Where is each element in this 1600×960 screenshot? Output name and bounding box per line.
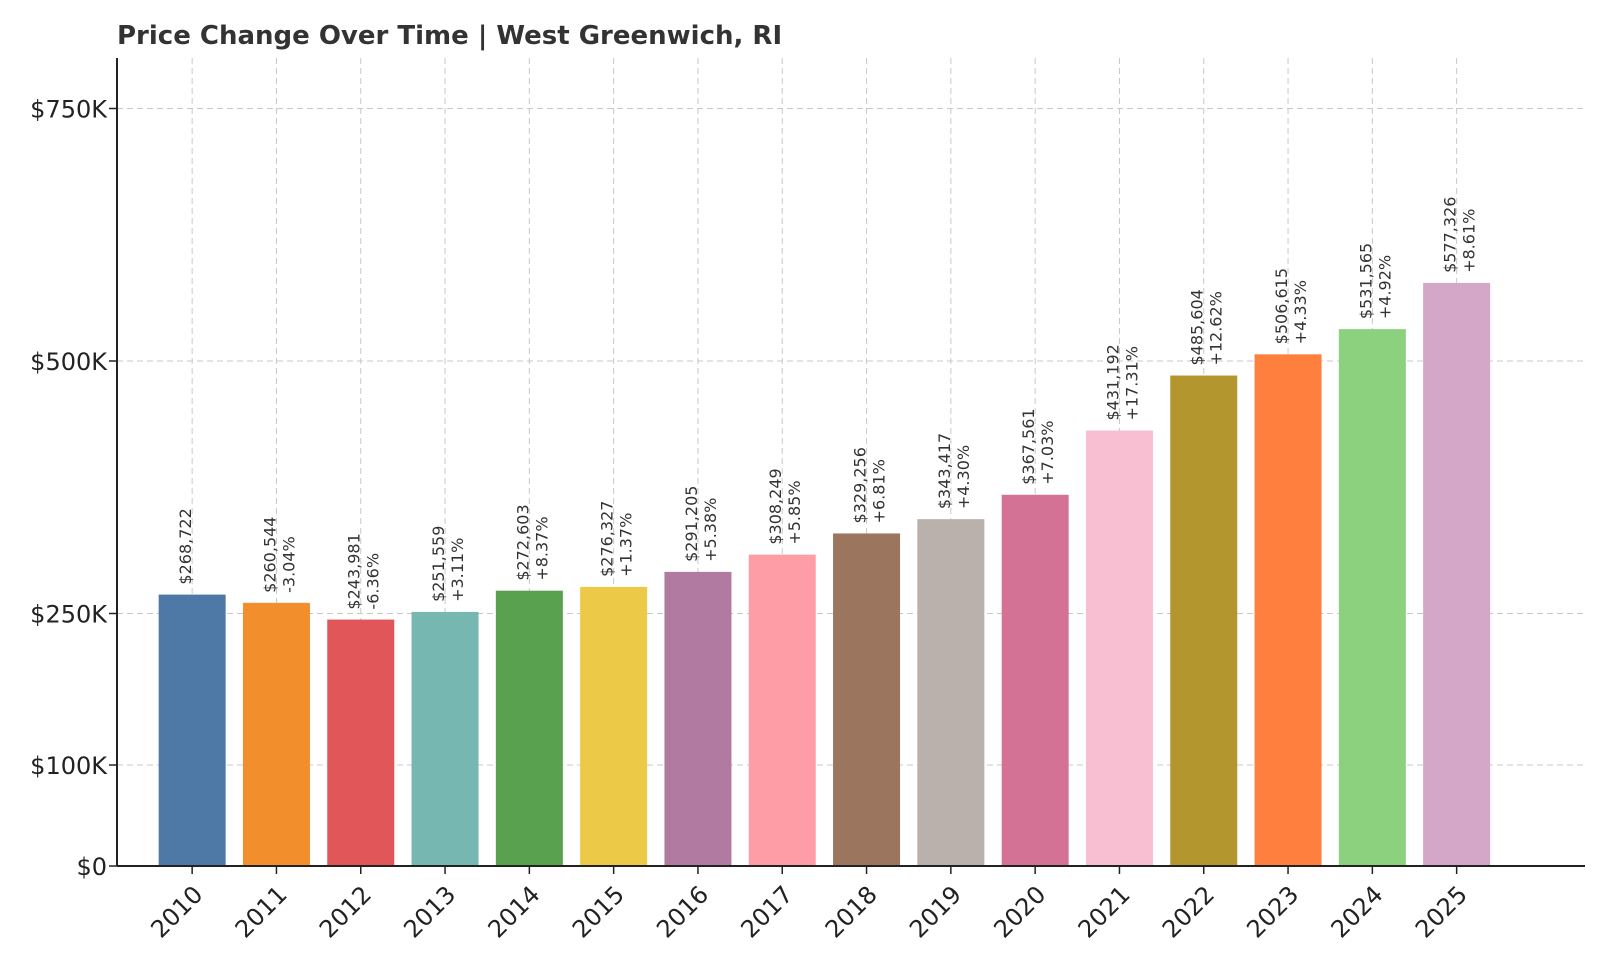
y-tick-label: $500K bbox=[30, 348, 108, 376]
y-tick-label: $750K bbox=[30, 96, 108, 124]
data-labels: $268,722 $260,544 -3.04% $243,981 -6.36% $251… bbox=[176, 197, 1479, 610]
value-label-2011: $260,544 bbox=[260, 517, 279, 593]
x-tick-label-2024: 2024 bbox=[1326, 880, 1389, 943]
x-tick-label-2011: 2011 bbox=[230, 880, 293, 943]
bar-2012 bbox=[327, 619, 395, 866]
axes bbox=[109, 58, 1585, 874]
x-tick-label-2019: 2019 bbox=[904, 880, 967, 943]
change-label-2023: +4.33% bbox=[1291, 280, 1310, 344]
y-tick-label: $250K bbox=[30, 601, 108, 629]
change-label-2013: +3.11% bbox=[448, 538, 467, 602]
bar-2017 bbox=[748, 554, 816, 866]
x-tick-label-2020: 2020 bbox=[988, 880, 1051, 943]
value-label-2020: $367,561 bbox=[1019, 408, 1038, 484]
bars bbox=[158, 282, 1491, 866]
change-label-2021: +17.31% bbox=[1122, 346, 1141, 420]
x-tick-label-2016: 2016 bbox=[651, 880, 714, 943]
change-label-2011: -3.04% bbox=[279, 536, 298, 593]
change-label-2020: +7.03% bbox=[1038, 421, 1057, 485]
value-label-2022: $485,604 bbox=[1188, 289, 1207, 365]
y-tick-labels: $0 $100K $250K $500K $750K bbox=[30, 96, 108, 882]
x-tick-label-2017: 2017 bbox=[736, 880, 799, 943]
bar-2020 bbox=[1001, 494, 1069, 866]
change-label-2016: +5.38% bbox=[701, 498, 720, 562]
bar-2025 bbox=[1423, 282, 1491, 866]
x-tick-label-2022: 2022 bbox=[1157, 880, 1220, 943]
value-label-2015: $276,327 bbox=[598, 501, 617, 577]
value-label-2018: $329,256 bbox=[851, 447, 870, 523]
chart-title: Price Change Over Time | West Greenwich,… bbox=[117, 21, 782, 51]
change-label-2015: +1.37% bbox=[617, 513, 636, 577]
x-tick-label-2023: 2023 bbox=[1241, 880, 1304, 943]
change-label-2024: +4.92% bbox=[1375, 255, 1394, 319]
x-tick-label-2013: 2013 bbox=[398, 880, 461, 943]
bar-2023 bbox=[1254, 354, 1322, 866]
x-tick-labels: 2010 2011 2012 2013 2014 2015 2016 2017 2018 2019… bbox=[145, 880, 1472, 943]
change-label-2025: +8.61% bbox=[1460, 209, 1479, 273]
change-label-2019: +4.30% bbox=[954, 445, 973, 509]
value-label-2013: $251,559 bbox=[429, 526, 448, 602]
bar-2011 bbox=[242, 602, 310, 866]
value-label-2024: $531,565 bbox=[1356, 243, 1375, 319]
value-label-2016: $291,205 bbox=[682, 486, 701, 562]
bar-2021 bbox=[1085, 430, 1153, 866]
bar-2018 bbox=[833, 533, 901, 866]
bar-2024 bbox=[1338, 329, 1406, 866]
value-label-2025: $577,326 bbox=[1441, 197, 1460, 273]
x-tick-label-2015: 2015 bbox=[567, 880, 630, 943]
value-label-2017: $308,249 bbox=[766, 468, 785, 544]
bar-2015 bbox=[580, 586, 648, 866]
value-label-2019: $343,417 bbox=[935, 433, 954, 509]
value-label-2023: $506,615 bbox=[1272, 268, 1291, 344]
value-label-2010: $268,722 bbox=[176, 508, 195, 584]
change-label-2012: -6.36% bbox=[364, 553, 383, 610]
bar-2010 bbox=[158, 594, 226, 866]
y-tick-label: $100K bbox=[30, 752, 108, 780]
x-tick-label-2021: 2021 bbox=[1073, 880, 1136, 943]
change-label-2018: +6.81% bbox=[870, 459, 889, 523]
y-tick-label: $0 bbox=[76, 853, 107, 881]
change-label-2014: +8.37% bbox=[532, 516, 551, 580]
bar-2022 bbox=[1170, 375, 1238, 866]
change-label-2017: +5.85% bbox=[785, 480, 804, 544]
value-label-2014: $272,603 bbox=[513, 504, 532, 580]
bar-2019 bbox=[917, 519, 985, 866]
value-label-2021: $431,192 bbox=[1103, 344, 1122, 420]
value-label-2012: $243,981 bbox=[345, 533, 364, 609]
x-tick-label-2010: 2010 bbox=[145, 880, 208, 943]
x-tick-label-2018: 2018 bbox=[820, 880, 883, 943]
x-tick-label-2025: 2025 bbox=[1410, 880, 1473, 943]
x-tick-label-2012: 2012 bbox=[314, 880, 377, 943]
bar-2014 bbox=[495, 590, 563, 866]
bar-2013 bbox=[411, 611, 479, 866]
x-tick-label-2014: 2014 bbox=[483, 880, 546, 943]
bar-2016 bbox=[664, 571, 732, 866]
change-label-2022: +12.62% bbox=[1207, 291, 1226, 365]
